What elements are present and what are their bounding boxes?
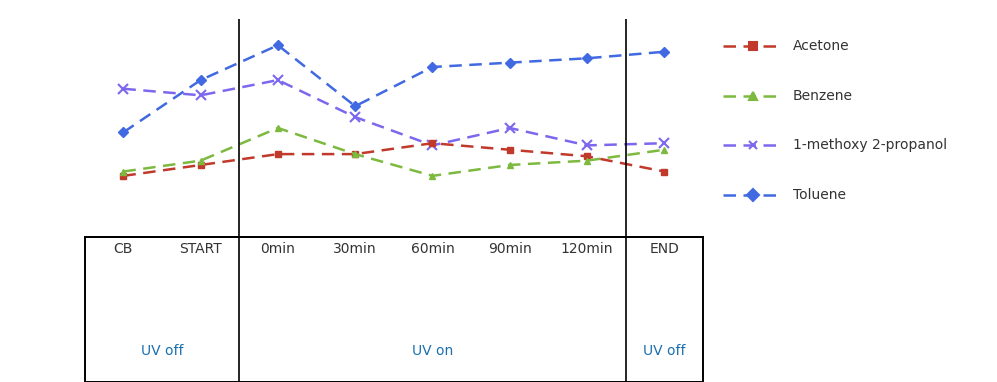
Text: 1-methoxy 2-propanol: 1-methoxy 2-propanol bbox=[793, 138, 947, 152]
Text: Benzene: Benzene bbox=[793, 89, 852, 102]
Text: UV off: UV off bbox=[643, 345, 686, 358]
Text: Acetone: Acetone bbox=[793, 39, 849, 53]
Text: UV on: UV on bbox=[412, 345, 453, 358]
Text: Toluene: Toluene bbox=[793, 188, 845, 202]
Text: UV off: UV off bbox=[141, 345, 183, 358]
